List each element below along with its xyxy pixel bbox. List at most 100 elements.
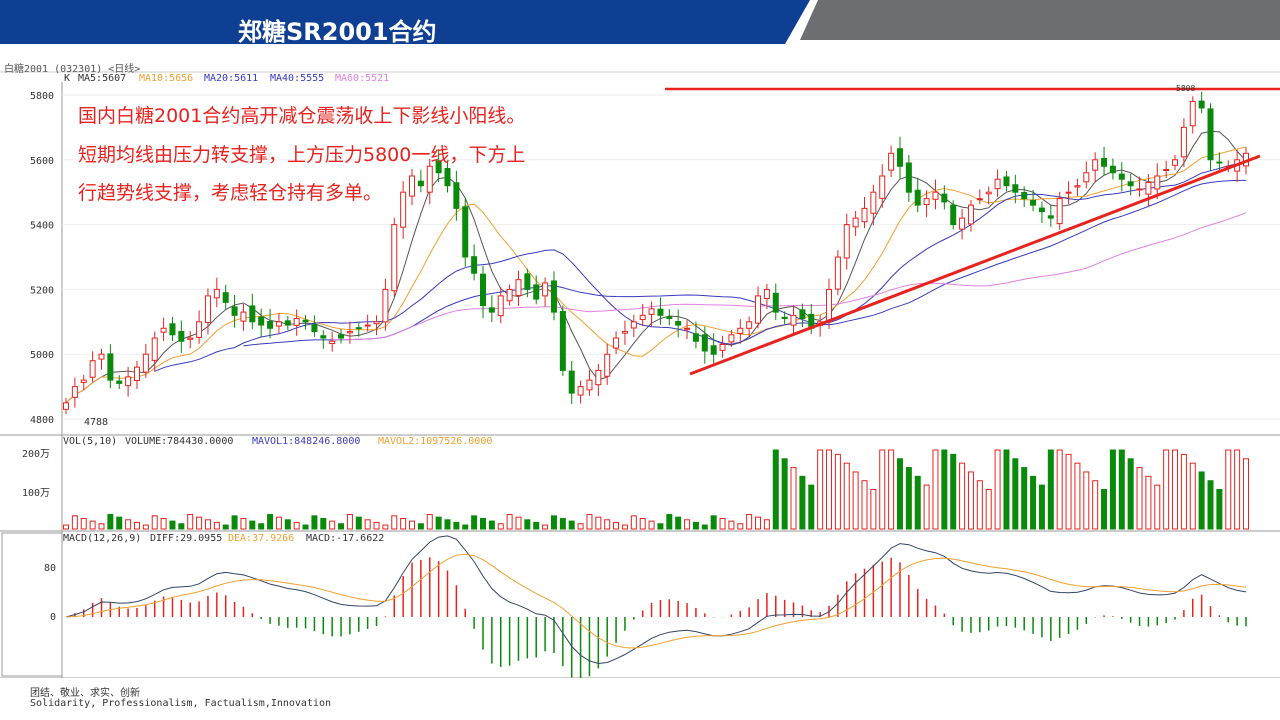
volume-bar (710, 515, 717, 530)
volume-bar (409, 520, 416, 530)
volume-bar (852, 471, 859, 530)
candle-body (133, 366, 140, 381)
k-label: K (64, 73, 71, 84)
volume-bar (355, 516, 362, 530)
candle-body (914, 189, 921, 206)
candle-body (391, 224, 398, 292)
candle-body (382, 288, 389, 323)
candle-body (213, 288, 220, 299)
volume-bar (426, 514, 433, 530)
candle-body (479, 273, 486, 307)
candle-body (169, 323, 176, 336)
candle-body (657, 308, 664, 316)
volume-bar (834, 453, 841, 530)
candle-body (71, 386, 78, 398)
volume-bar (861, 480, 868, 530)
volume-bar (391, 515, 398, 530)
candle-body (666, 316, 673, 320)
volume-bar (488, 520, 495, 530)
volume-bar (613, 521, 620, 530)
volume-bar (559, 517, 566, 530)
candle-body (488, 307, 495, 313)
candle-body (453, 182, 460, 209)
candle-body (515, 279, 522, 297)
candle-body (125, 376, 132, 387)
volume-bar (524, 519, 531, 530)
volume-bar (462, 524, 469, 530)
volume-bar (1225, 449, 1232, 530)
volume-bar (1243, 458, 1249, 530)
volume-bar (914, 475, 921, 530)
volume-bar (896, 458, 903, 530)
volume-bar (1207, 480, 1214, 530)
volume-bar (950, 453, 957, 530)
candle-body (1198, 100, 1205, 109)
price-tick-label: 5000 (30, 350, 54, 361)
volume-bars (63, 449, 1249, 530)
analysis-line-2: 短期均线由压力转支撑，上方压力5800一线，下方上 (78, 144, 526, 166)
volume-bar (701, 524, 708, 530)
candle-body (1127, 181, 1134, 187)
volume-bar (151, 515, 158, 530)
candle-body (1003, 176, 1010, 187)
volume-bar (1012, 458, 1019, 530)
volume-bar (98, 523, 105, 530)
candle-body (364, 324, 371, 327)
price-tick-label: 5200 (30, 285, 54, 296)
volume-bar (435, 516, 442, 530)
volume-bar (1092, 480, 1099, 530)
price-tick-label: 5400 (30, 221, 54, 232)
volume-bar (1065, 453, 1072, 530)
candle-body (107, 353, 114, 381)
volume-bar (275, 516, 282, 530)
moving-average-lines (65, 130, 1247, 404)
candle-body (675, 320, 682, 326)
mavol1-value: MAVOL1:848246.8000 (252, 436, 361, 447)
volume-bar (763, 519, 770, 530)
volume-bar (178, 523, 185, 530)
volume-bar (311, 515, 318, 530)
volume-bar (204, 519, 211, 530)
footer-motto-en: Solidarity, Professionalism, Factualism,… (30, 698, 332, 709)
candle-body (648, 308, 655, 315)
candle-body (435, 160, 442, 174)
volume-bar (1180, 453, 1187, 530)
volume-bar (923, 484, 930, 530)
volume-bar (621, 524, 628, 530)
candle-body (240, 311, 247, 322)
candle-body (568, 370, 575, 394)
instrument-label: 白糖2001 (032301) <日线> (4, 64, 141, 75)
candle-body (613, 337, 620, 349)
candle-body (506, 288, 513, 302)
volume-bar (364, 519, 371, 530)
volume-bar (817, 449, 824, 530)
volume-bar (293, 521, 300, 530)
volume-bar (142, 524, 149, 530)
volume-bar (240, 517, 247, 530)
volume-bar (1127, 458, 1134, 530)
volume-bar (1003, 449, 1010, 530)
volume-bar (479, 517, 486, 530)
candle-body (559, 310, 566, 371)
volume-bar (1030, 475, 1037, 530)
candle-body (80, 379, 87, 383)
price-tick-label: 5800 (30, 91, 54, 102)
volume-bar (728, 520, 735, 530)
volume-bar (879, 449, 886, 530)
volume-bar (116, 516, 123, 530)
candle-body (320, 335, 327, 339)
candle-body (311, 324, 318, 333)
ma10-line (65, 146, 1247, 404)
volume-bar (808, 484, 815, 530)
candle-body (950, 204, 957, 226)
candle-body (222, 292, 229, 303)
candle-body (400, 191, 407, 228)
candle-body (275, 321, 282, 327)
candle-body (89, 360, 96, 378)
candle-body (204, 295, 211, 323)
ma5-label: MA5:5607 (78, 73, 127, 84)
candle-body (692, 333, 699, 342)
candle-body (994, 178, 1001, 190)
candle-body (932, 191, 939, 200)
high-price-label: 5808 (1176, 84, 1196, 93)
